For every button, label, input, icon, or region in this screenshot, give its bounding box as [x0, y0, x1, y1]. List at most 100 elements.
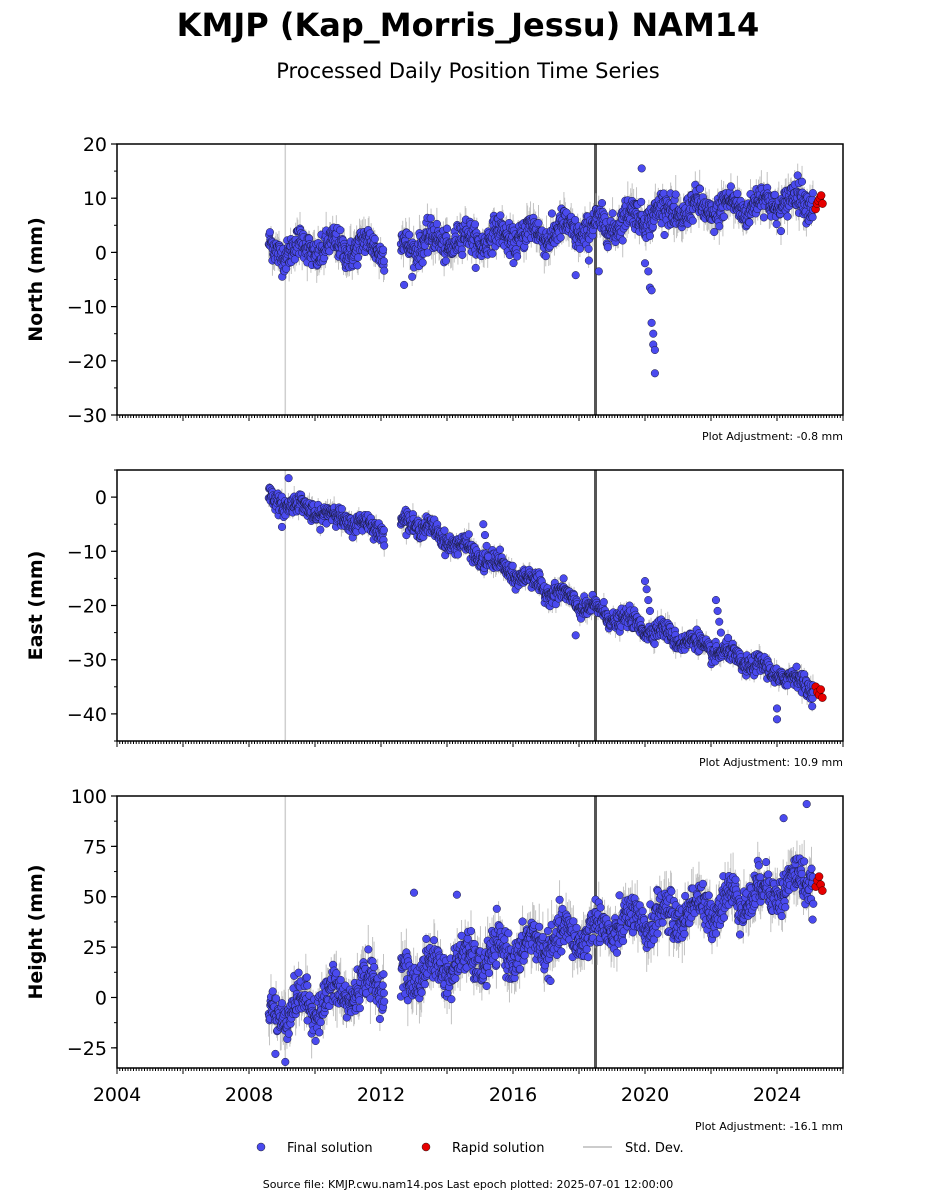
final-point — [715, 617, 724, 626]
final-point — [695, 184, 705, 193]
final-point — [584, 244, 593, 253]
y-tick-label: 0 — [95, 487, 107, 509]
final-point — [688, 216, 697, 225]
y-tick-label: −30 — [67, 650, 107, 672]
final-point — [495, 545, 505, 554]
final-point — [379, 257, 388, 266]
final-point — [808, 189, 817, 198]
final-point — [571, 271, 580, 280]
final-point — [597, 199, 607, 208]
final-point — [640, 259, 650, 268]
plot-area — [264, 470, 827, 741]
final-point — [797, 177, 807, 186]
final-point — [370, 234, 379, 244]
final-point — [808, 702, 817, 711]
final-point — [711, 596, 721, 605]
final-point — [671, 190, 680, 199]
y-axis-label: North (mm) — [25, 217, 47, 342]
final-point — [464, 530, 473, 539]
final-point — [440, 526, 449, 535]
final-point — [379, 245, 388, 254]
y-tick-label: −20 — [67, 351, 107, 373]
final-point — [647, 318, 656, 327]
final-solution-series — [264, 474, 818, 724]
final-point — [618, 236, 627, 245]
final-point — [458, 250, 467, 259]
final-point — [354, 253, 363, 262]
chart-subtitle: Processed Daily Position Time Series — [276, 59, 660, 83]
final-point — [423, 248, 432, 257]
y-tick-label: −10 — [67, 541, 107, 563]
final-point — [470, 220, 480, 229]
final-point — [400, 280, 409, 289]
final-point — [644, 596, 653, 605]
rapid-solution-series — [811, 682, 827, 702]
final-point — [710, 227, 719, 237]
final-point — [783, 212, 792, 221]
final-point — [599, 598, 608, 607]
final-point — [770, 190, 779, 199]
final-point — [608, 209, 617, 218]
final-point — [745, 218, 754, 227]
rapid-point — [816, 191, 826, 200]
final-point — [488, 249, 497, 258]
final-point — [379, 526, 388, 535]
final-point — [534, 219, 543, 228]
rapid-point — [818, 199, 827, 208]
final-point — [509, 259, 518, 268]
final-point — [380, 541, 389, 550]
final-point — [660, 230, 669, 240]
final-point — [513, 252, 522, 261]
final-point — [645, 606, 655, 615]
final-point — [453, 550, 462, 559]
rapid-point — [818, 693, 827, 702]
north-panel: −30 −20 −10 0 10 20 North (mm) Plot Adjustment:… — [25, 134, 844, 443]
rapid-point — [816, 685, 825, 694]
final-point — [405, 230, 414, 239]
final-point — [637, 197, 646, 206]
final-point — [290, 255, 299, 264]
final-point — [776, 227, 786, 236]
final-point — [719, 212, 729, 221]
final-point — [716, 628, 725, 637]
final-point — [496, 211, 505, 220]
final-point — [571, 215, 580, 225]
final-point — [650, 369, 659, 378]
plot-adjustment-note: Plot Adjustment: -0.8 mm — [702, 430, 843, 443]
final-point — [442, 224, 452, 233]
final-point — [715, 222, 724, 231]
final-point — [571, 631, 580, 640]
final-point — [575, 244, 584, 253]
axes-frame — [116, 469, 844, 742]
final-point — [759, 213, 768, 222]
final-point — [650, 639, 659, 649]
final-point — [792, 662, 801, 671]
final-point — [584, 256, 593, 265]
final-point — [723, 633, 733, 642]
final-point — [426, 214, 435, 223]
final-point — [647, 286, 656, 295]
final-point — [645, 231, 654, 240]
y-tick-label: 10 — [83, 188, 107, 210]
final-point — [337, 504, 346, 513]
final-point — [556, 233, 565, 242]
final-point — [547, 209, 556, 218]
final-point — [265, 228, 274, 237]
plot-area — [264, 144, 827, 415]
final-point — [644, 267, 653, 276]
final-point — [277, 522, 287, 531]
final-point — [793, 171, 802, 180]
final-point — [783, 681, 792, 690]
final-point — [649, 329, 658, 338]
final-point — [471, 263, 480, 272]
final-point — [484, 552, 493, 561]
final-point — [316, 525, 325, 534]
rapid-solution-series — [811, 191, 827, 214]
final-point — [772, 220, 781, 229]
final-point — [808, 213, 817, 222]
final-point — [772, 704, 782, 713]
final-point — [713, 606, 722, 615]
final-point — [508, 561, 517, 570]
